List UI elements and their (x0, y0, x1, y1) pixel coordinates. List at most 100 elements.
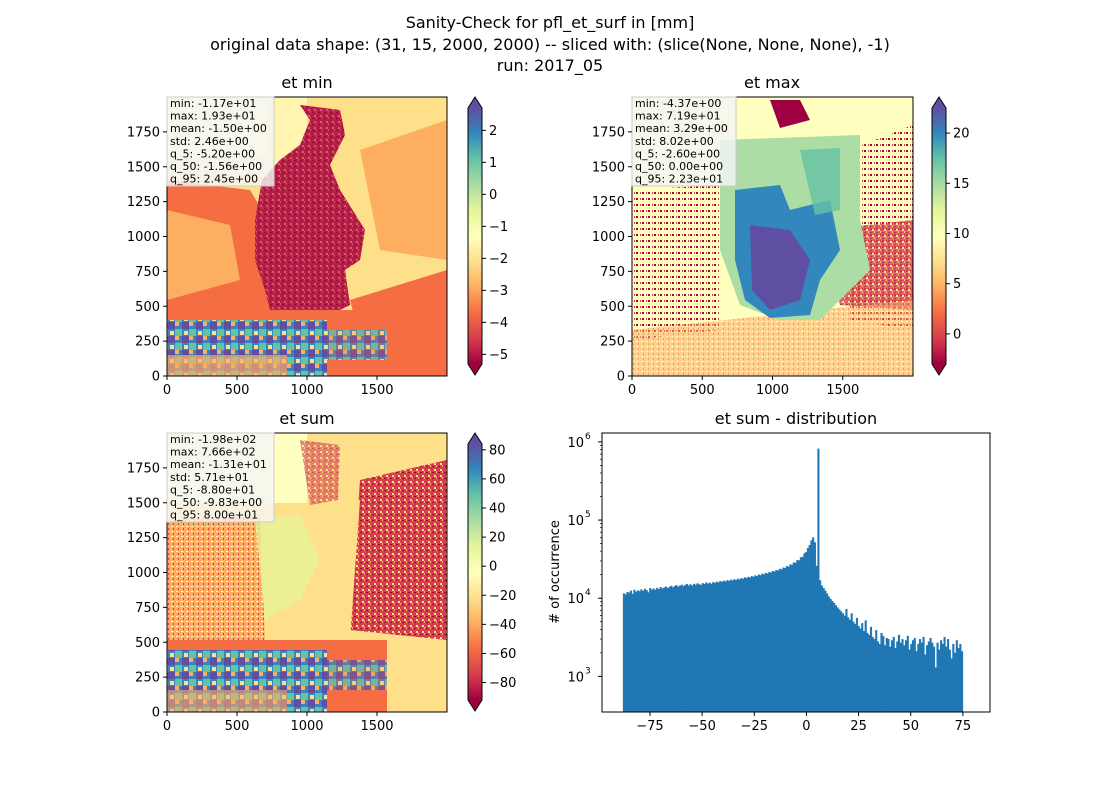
et-min-colorbar-tick-label: −4 (489, 316, 508, 331)
histogram-bar (868, 634, 871, 712)
histogram-bar (708, 582, 711, 712)
histogram-bar (840, 611, 843, 712)
histogram-bar (680, 584, 683, 712)
histogram-bar (626, 592, 629, 712)
et-max-colorbar-tick-label: 10 (953, 227, 970, 242)
et-sum-y-tick-label: 0 (152, 706, 160, 721)
histogram-bar (890, 640, 894, 712)
et-max-title: et max (744, 73, 800, 92)
et-max-colorbar-tick-label: 0 (953, 327, 961, 342)
histogram-bar (722, 580, 725, 712)
histogram-y-tick-label: 10 (567, 514, 584, 529)
histogram-bar (799, 557, 802, 712)
et-max-stat-line: std: 8.02e+00 (635, 135, 714, 148)
histogram-bar (752, 576, 755, 712)
histogram-bar (742, 578, 745, 712)
et-sum-stat-line: q_95: 8.00e+01 (170, 509, 258, 522)
histogram-bar (654, 589, 657, 712)
histogram-bar (827, 596, 830, 712)
histogram-x-tick-label: −25 (741, 719, 768, 734)
histogram-bar (903, 645, 906, 712)
histogram-bar (824, 590, 827, 712)
et-sum-stat-line: mean: -1.31e+01 (170, 458, 267, 471)
histogram-bar (706, 583, 710, 712)
histogram-bar (750, 576, 753, 712)
et-max-x-tick-label: 0 (628, 383, 636, 398)
histogram-bar (768, 571, 771, 712)
histogram-bar (692, 583, 696, 712)
et-min-stat-line: mean: -1.50e+00 (170, 122, 267, 135)
histogram-bar (822, 588, 825, 712)
histogram-bar (801, 556, 804, 712)
histogram-bar (738, 579, 741, 712)
histogram-bar (894, 648, 897, 712)
histogram-bar (727, 581, 731, 712)
histogram-x-tick-label: 0 (802, 719, 810, 734)
et-min-y-tick-label: 500 (135, 300, 160, 315)
histogram-bar (694, 584, 697, 712)
histogram-bar (787, 566, 790, 712)
histogram-bar (794, 562, 797, 712)
histogram-y-axis-label: # of occurrence (548, 520, 563, 624)
et-sum-stat-line: q_50: -9.83e+00 (170, 496, 262, 509)
histogram-bar (784, 568, 787, 712)
et-min-stat-line: q_50: -1.56e+00 (170, 160, 262, 173)
histogram-bar (649, 588, 652, 712)
histogram-bar (635, 591, 638, 712)
histogram-bar (629, 590, 632, 712)
histogram-bar (917, 643, 920, 712)
et-min-colorbar (467, 96, 483, 376)
histogram-bar (926, 645, 929, 712)
et-sum-colorbar-tick-label: 20 (489, 531, 506, 546)
histogram-bar (813, 542, 816, 712)
histogram-bar (666, 588, 669, 712)
histogram-bar (959, 643, 962, 712)
histogram-bar (678, 585, 682, 712)
histogram-title: et sum - distribution (715, 409, 877, 428)
histogram-bar (805, 552, 808, 712)
et-min-x-tick-label: 500 (225, 383, 250, 398)
histogram-bar (657, 589, 661, 712)
et-max-y-tick-label: 250 (600, 335, 625, 350)
histogram-bar (640, 589, 643, 712)
et-max-stat-line: mean: 3.29e+00 (635, 122, 728, 135)
et-max-y-tick-label: 0 (617, 370, 625, 385)
histogram-bar (719, 581, 722, 712)
histogram-bar (754, 575, 757, 712)
histogram-bar (861, 623, 864, 712)
et-max-stats-box (631, 96, 737, 187)
et-sum-stat-line: max: 7.66e+02 (170, 446, 256, 459)
et-min-colorbar-tick-label: −5 (489, 348, 508, 363)
et-min-y-tick-label: 750 (135, 265, 160, 280)
histogram-x-tick-label: 50 (902, 719, 919, 734)
histogram-bar (789, 564, 792, 712)
histogram-bar (712, 582, 715, 712)
histogram-bar (950, 658, 953, 712)
histogram-bar (673, 586, 676, 712)
et-sum-stat-line: min: -1.98e+02 (170, 433, 256, 446)
et-min-y-tick-label: 1500 (127, 160, 160, 175)
histogram-bar (740, 578, 743, 712)
histogram-bar (896, 641, 899, 712)
histogram-bar (922, 636, 925, 712)
histogram-bar (710, 583, 713, 712)
histogram-bar (782, 567, 785, 712)
et-sum-x-tick-label: 500 (225, 719, 250, 734)
histogram-bar (885, 637, 888, 712)
et-max-x-tick-label: 1000 (756, 383, 789, 398)
histogram-bar (761, 573, 764, 712)
histogram-bar (892, 636, 895, 712)
histogram-bar (659, 587, 662, 712)
histogram-bar (908, 649, 911, 712)
et-min-x-tick-label: 0 (163, 383, 171, 398)
et-min-stats-box (166, 96, 275, 187)
histogram-bar (815, 565, 818, 712)
histogram-bar (833, 602, 836, 712)
histogram-bar (929, 637, 932, 712)
histogram-bar (924, 654, 927, 712)
histogram-y-tick-exponent: 4 (585, 588, 591, 598)
histogram-bar (756, 576, 759, 712)
histogram-bar (733, 579, 736, 712)
histogram-bar (724, 581, 727, 712)
